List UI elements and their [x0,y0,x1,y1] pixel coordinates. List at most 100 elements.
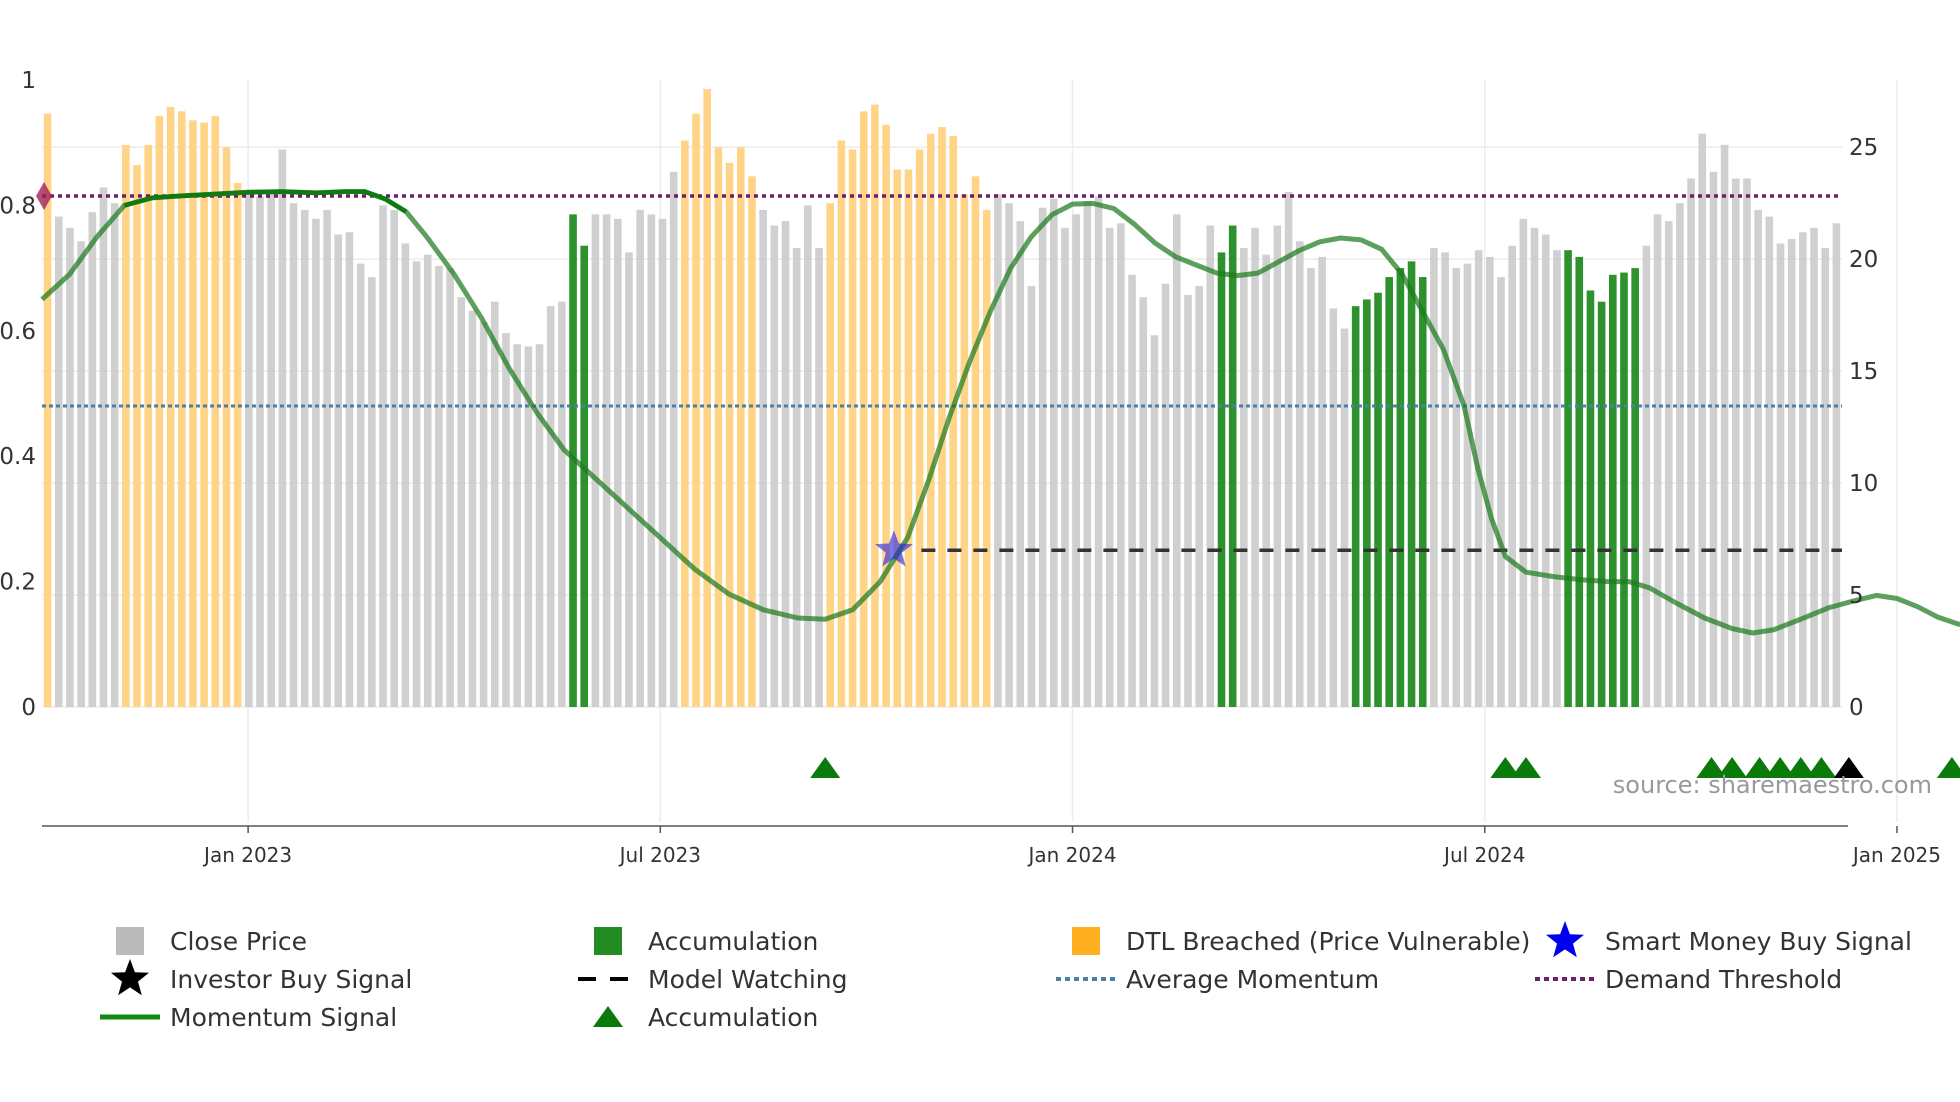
accumulation-bar [1228,225,1237,708]
reference-lines [36,181,1842,552]
close-price-bar [1810,227,1818,708]
close-price-bar [815,247,823,707]
y-right-tick-label: 20 [1849,247,1878,273]
accumulation-bar [1586,290,1595,707]
close-price-bar [1172,214,1181,708]
dtl-breached-bar [133,165,141,708]
dtl-breached-bar [144,144,153,707]
dtl-breached-bar [982,209,991,707]
close-price-bar [1642,245,1651,707]
legend-demand-threshold: Demand Threshold [1535,965,1842,994]
accumulation-marker [1510,757,1541,778]
close-price-bar [781,221,790,707]
close-price-bar [1318,256,1326,707]
accumulation-bar [580,245,589,707]
close-price-bar [1765,216,1774,707]
accumulation-marker [1957,774,1960,778]
accumulation-bar [1564,250,1572,707]
legend-star-swatch [111,959,149,996]
close-price-bar [1150,335,1159,707]
dtl-breached-bar [189,120,197,707]
close-price-bar [602,214,611,708]
close-price-bar [1161,283,1170,707]
close-price-bar [267,191,275,707]
close-price-bar [1016,221,1025,707]
close-price-bar [379,205,387,707]
close-price-bar [1720,144,1729,707]
close-price-bar [792,247,801,707]
y-right-tick-label: 5 [1849,583,1864,609]
close-price-bar [1117,223,1125,707]
close-price-bar [1038,207,1047,707]
close-price-bar [1139,297,1148,707]
close-price-bar [1441,252,1449,707]
close-price-bar [1541,234,1550,707]
accumulation-marker [1785,757,1816,778]
y-right-tick-label: 0 [1849,695,1864,721]
close-price-bar [513,344,521,707]
accumulation-bar [1374,292,1382,707]
close-price-bar [77,241,85,708]
legend-smart-money: Smart Money Buy Signal [1546,921,1912,958]
close-price-bar [669,171,678,707]
close-price-bar [300,209,309,707]
price-bars [43,88,1841,708]
legend-label: Accumulation [648,927,818,956]
y-left-tick-label: 1 [21,68,36,94]
legend: Close Price Accumulation DTL Breached (Pri… [100,921,1912,1032]
close-price-bar [479,321,488,707]
legend-label: Momentum Signal [170,1003,397,1032]
close-price-bar [1731,178,1740,707]
close-price-bar [1061,227,1069,708]
dtl-breached-bar [949,135,957,708]
y-left-tick-label: 0.6 [0,319,36,345]
close-price-bar [1743,178,1751,707]
close-price-bar [1206,225,1215,708]
close-price-bar [412,261,421,707]
legend-dtl-breached: DTL Breached (Price Vulnerable) [1072,927,1530,956]
close-price-bar [636,209,644,707]
close-price-bar [994,194,1002,707]
close-price-bar [334,234,343,707]
accumulation-markers [810,757,1960,778]
dtl-breached-bar [915,149,924,708]
legend-label: DTL Breached (Price Vulnerable) [1126,927,1530,956]
close-price-bar [1653,214,1662,708]
close-price-bar [1329,308,1338,707]
y-right-tick-label: 25 [1849,135,1878,161]
close-price-bar [1530,227,1539,708]
close-price-bar [1519,218,1528,707]
legend-accumulation: Accumulation [594,927,818,956]
close-price-bar [256,196,264,707]
y-left-tick-label: 0.8 [0,193,36,219]
close-price-bar [1184,294,1192,707]
close-price-bar [1787,238,1796,708]
close-price-bar [1340,328,1349,707]
accumulation-bar [1351,306,1360,707]
close-price-bar [647,214,656,708]
dtl-breached-bar [748,176,756,708]
dtl-breached-bar [222,147,231,707]
x-tick-label: Jul 2024 [1442,843,1525,867]
close-price-bar [435,265,443,707]
x-tick-label: Jan 2024 [1026,843,1116,867]
close-price-bar [770,225,779,708]
legend-label: Model Watching [648,965,848,994]
close-price-bar [1307,268,1315,707]
close-price-bar [99,187,108,708]
x-tick-label: Jan 2023 [202,843,292,867]
legend-label: Investor Buy Signal [170,965,412,994]
accumulation-marker [1490,757,1521,778]
close-price-bar [1486,256,1494,707]
demand-threshold-marker [36,181,52,210]
accumulation-marker [1936,757,1960,778]
axes: Jan 2023 Jul 2023 Jan 2024 Jul 2024 Jan 2025… [0,68,1941,867]
legend-average-momentum: Average Momentum [1056,965,1379,994]
smart-money-buy-signal [874,530,913,567]
dtl-breached-bar [177,111,186,708]
dtl-breached-bar [714,147,723,707]
close-price-bar [1273,225,1282,708]
accumulation-marker [1744,757,1775,778]
close-price-bar [759,209,767,707]
